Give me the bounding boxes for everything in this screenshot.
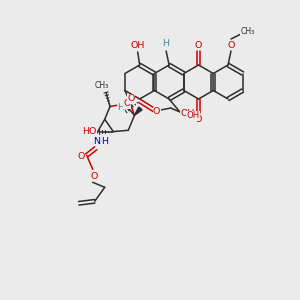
Text: H: H bbox=[101, 137, 108, 146]
Text: N: N bbox=[93, 137, 100, 146]
Text: O: O bbox=[195, 115, 202, 124]
Text: O: O bbox=[127, 94, 134, 103]
Text: OH: OH bbox=[130, 40, 145, 50]
Text: OH: OH bbox=[186, 112, 199, 121]
Text: O: O bbox=[227, 40, 235, 50]
Polygon shape bbox=[134, 107, 142, 116]
Text: O: O bbox=[77, 152, 84, 161]
Text: O: O bbox=[123, 99, 130, 108]
Text: OH: OH bbox=[181, 110, 195, 118]
Text: O: O bbox=[90, 172, 98, 181]
Text: H: H bbox=[163, 40, 170, 49]
Text: CH₃: CH₃ bbox=[95, 81, 109, 90]
Text: H: H bbox=[117, 103, 124, 112]
Text: HO: HO bbox=[82, 127, 97, 136]
Text: O: O bbox=[195, 40, 202, 50]
Text: O: O bbox=[153, 107, 160, 116]
Text: CH₃: CH₃ bbox=[241, 26, 255, 35]
